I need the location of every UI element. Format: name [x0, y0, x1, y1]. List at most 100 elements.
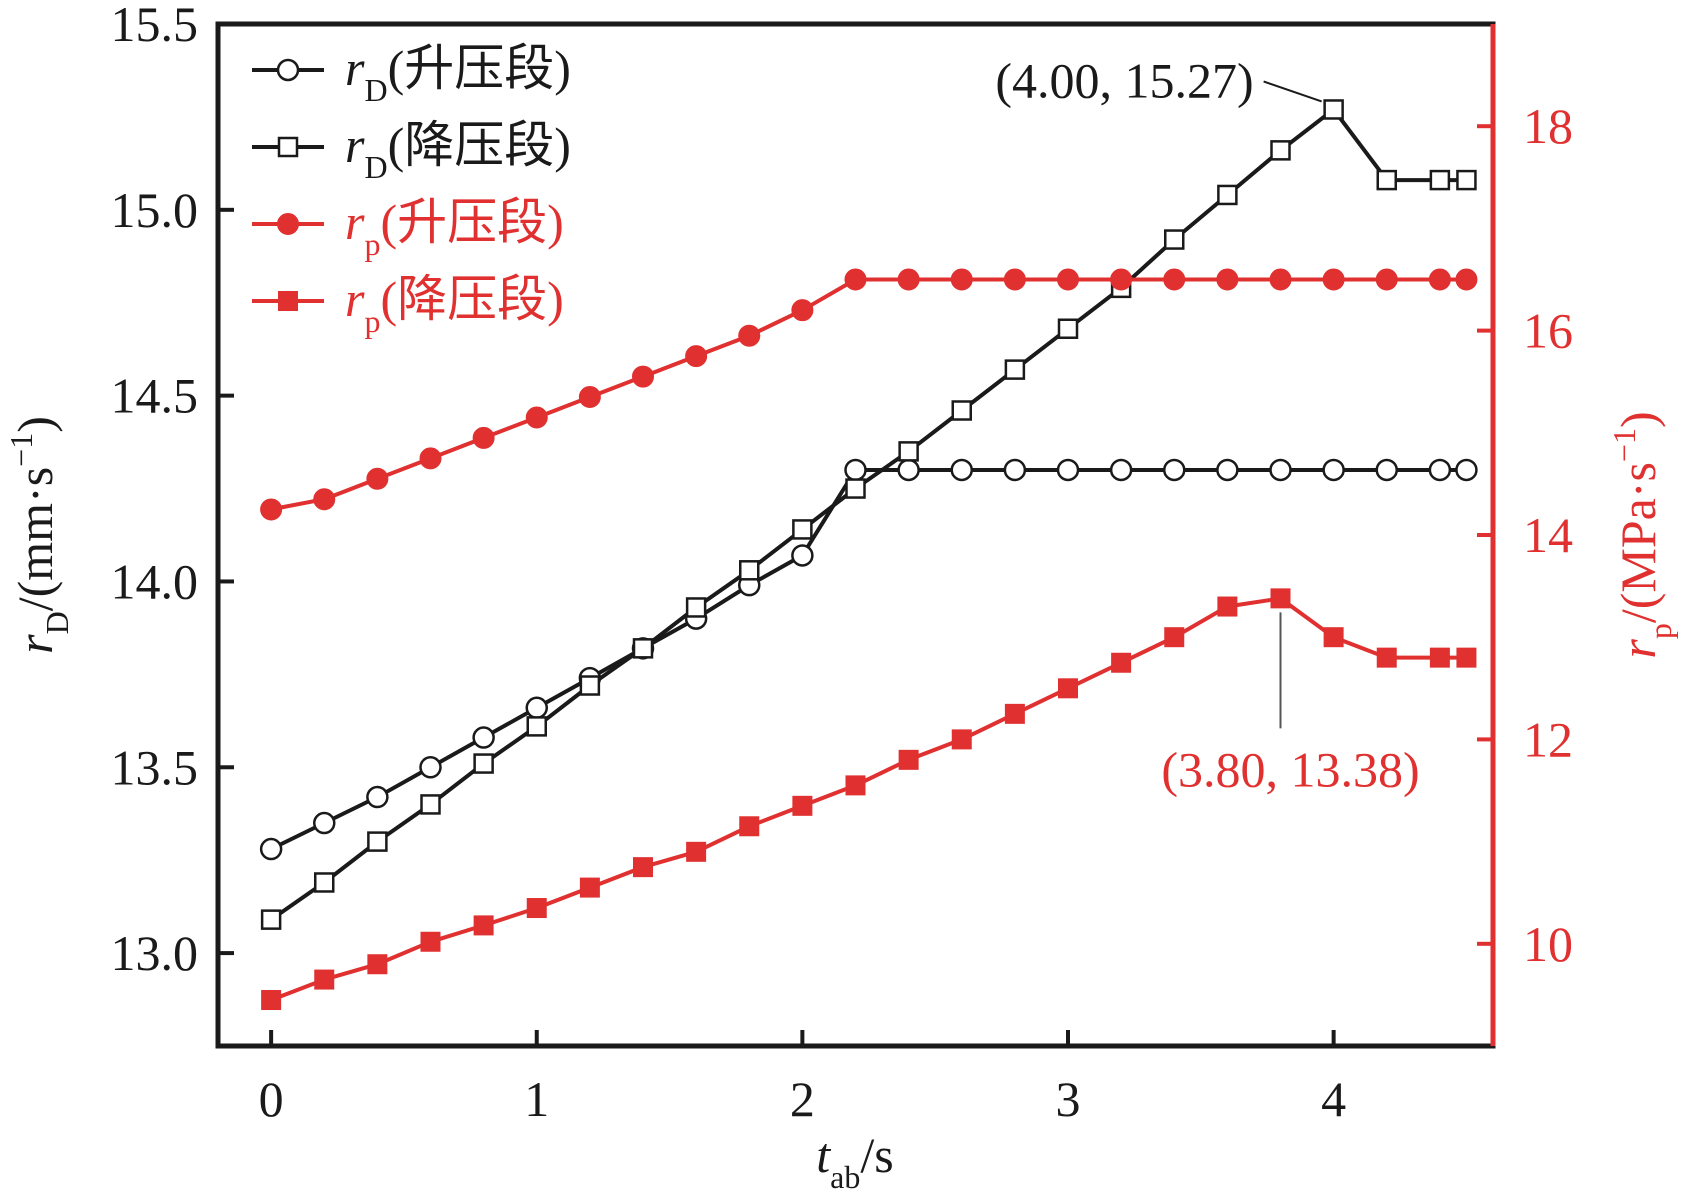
data-point [1217, 184, 1238, 206]
data-point [633, 857, 653, 878]
data-point [1322, 458, 1345, 482]
data-point [844, 268, 867, 291]
data-point [419, 447, 442, 470]
data-point [1004, 703, 1025, 724]
data-point [366, 785, 389, 809]
data-point [739, 816, 760, 837]
data-point [1269, 458, 1292, 482]
data-point [1429, 647, 1450, 668]
data-point [419, 756, 442, 779]
data-point [1109, 458, 1133, 482]
data-point [792, 519, 813, 540]
data-point [472, 726, 495, 749]
data-point [367, 954, 388, 975]
plot-area [215, 21, 1496, 1049]
legend-marker [277, 213, 299, 235]
data-point [1163, 458, 1186, 482]
data-point [1270, 588, 1291, 609]
data-point [473, 915, 494, 936]
data-point [1057, 268, 1079, 291]
data-point [1376, 169, 1397, 191]
data-point [259, 837, 283, 861]
data-point [1164, 627, 1185, 648]
data-point [685, 345, 708, 368]
data-point [579, 675, 601, 696]
series-3 [261, 588, 1477, 1011]
legend-label-3: rp(降压段) [345, 271, 564, 339]
data-point [1428, 268, 1451, 291]
data-point [1455, 268, 1478, 291]
data-point [951, 729, 972, 750]
left-y-tick-label: 15.0 [111, 182, 199, 238]
series-0 [259, 458, 1478, 861]
data-point [261, 990, 282, 1011]
data-point [1057, 318, 1079, 339]
data-point [420, 931, 441, 952]
legend-marker [276, 58, 300, 82]
left-y-tick-label: 14.0 [111, 553, 199, 609]
data-point [1322, 268, 1345, 291]
data-point [1004, 359, 1026, 380]
right-y-tick-label: 10 [1523, 916, 1573, 972]
legend-swatches [252, 58, 324, 311]
legend-marker [277, 136, 299, 158]
legend: rD(升压段) rD(降压段) rp(升压段) rp(降压段) [252, 40, 571, 339]
data-point [526, 898, 547, 919]
data-point [897, 458, 920, 482]
x-axis-label: tab/s [816, 1127, 893, 1195]
data-point [1269, 268, 1292, 291]
series-1 [260, 99, 1477, 930]
data-point [525, 696, 548, 720]
left-y-axis-label: rD/(mm·s−1) [3, 416, 75, 654]
data-point [686, 841, 707, 862]
data-point [950, 268, 973, 291]
x-axis: 0 1 2 3 4 [259, 1030, 1346, 1127]
data-point [845, 775, 866, 796]
data-point [1376, 647, 1397, 668]
data-point [791, 299, 814, 322]
data-point [1111, 652, 1132, 673]
series-layer [259, 99, 1478, 1011]
right-y-tick-label: 16 [1523, 303, 1573, 359]
data-point [1375, 268, 1398, 291]
right-y-axis: 10 12 14 16 18 [1477, 98, 1573, 972]
data-point [897, 268, 920, 291]
legend-marker [278, 291, 298, 311]
legend-label-2: rp(升压段) [345, 194, 564, 262]
data-point [314, 872, 335, 893]
data-point [1323, 99, 1344, 120]
annotation-leader [1263, 80, 1322, 103]
x-tick-label: 3 [1056, 1071, 1081, 1127]
data-point [950, 458, 973, 482]
legend-label-1: rD(降压段) [345, 117, 571, 185]
annotation-label: (3.80, 13.38) [1161, 741, 1419, 797]
data-point [1270, 140, 1291, 161]
series-2 [260, 268, 1478, 521]
left-y-axis: 13.0 13.5 14.0 14.5 15.0 15.5 [111, 0, 234, 981]
data-point [313, 811, 336, 835]
annotation-label: (4.00, 15.27) [995, 52, 1253, 108]
data-point [525, 406, 548, 429]
data-point [1216, 458, 1239, 482]
data-point [260, 498, 283, 521]
left-y-tick-label: 15.5 [111, 0, 199, 52]
data-point [1216, 268, 1239, 291]
data-point [526, 716, 547, 737]
x-tick-label: 4 [1321, 1071, 1346, 1127]
data-point [898, 441, 919, 462]
data-point [898, 749, 919, 770]
data-point [1455, 458, 1478, 482]
data-point [632, 365, 654, 388]
left-y-tick-label: 14.5 [111, 368, 199, 424]
data-point [313, 488, 336, 511]
annotations: (4.00, 15.27) (3.80, 13.38) [995, 52, 1419, 797]
data-point [1429, 169, 1451, 191]
data-point [367, 831, 388, 852]
data-point [1164, 229, 1185, 250]
x-tick-label: 1 [524, 1071, 549, 1127]
data-point [1456, 169, 1477, 191]
data-point [1163, 268, 1186, 291]
left-y-tick-label: 13.5 [111, 739, 199, 795]
data-point [1428, 458, 1452, 482]
